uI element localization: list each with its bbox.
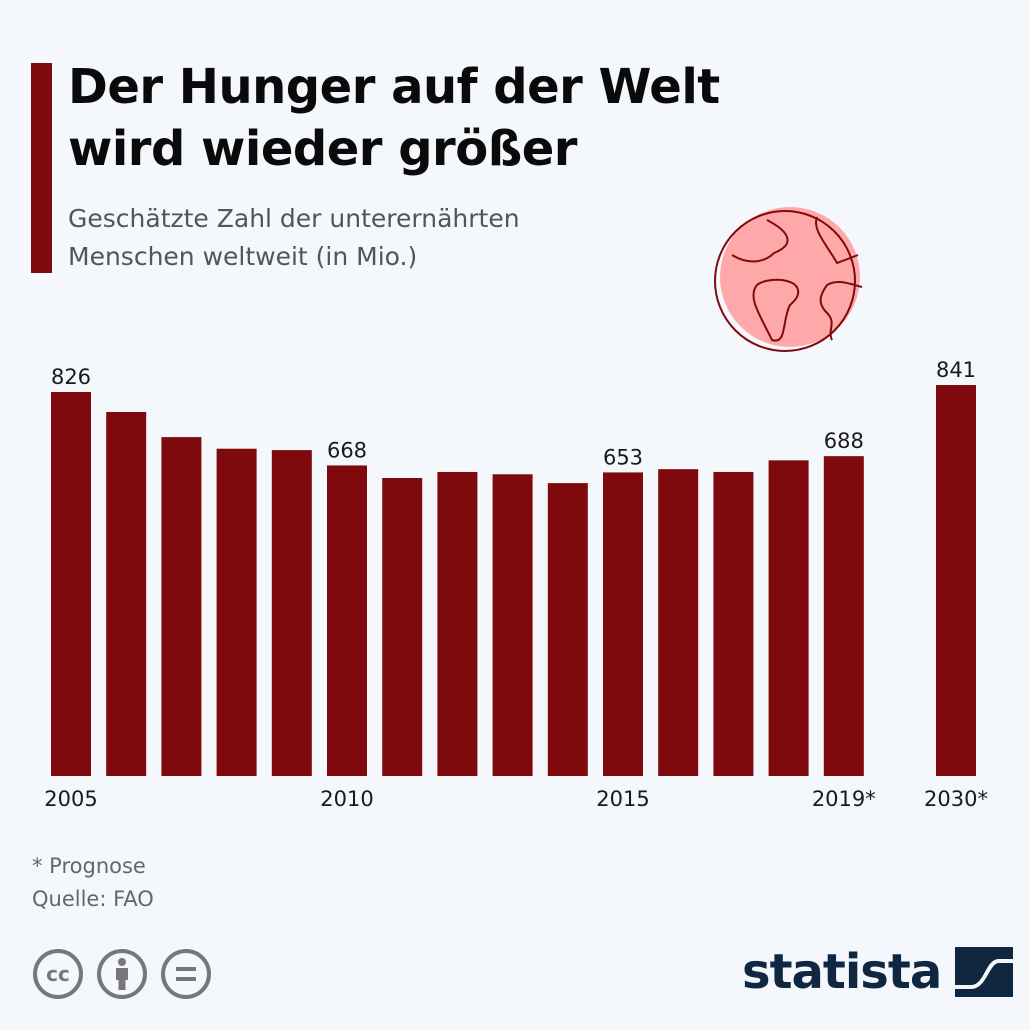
title-accent-bar	[31, 63, 52, 273]
subtitle-line-1: Geschätzte Zahl der unterernährten	[68, 204, 520, 233]
bar-2019	[823, 456, 864, 776]
statista-brand[interactable]: statista	[742, 942, 1014, 1002]
data-label: 688	[824, 429, 864, 453]
source-label: Quelle: FAO	[32, 887, 154, 911]
subtitle-line-2: Menschen weltweit (in Mio.)	[68, 242, 418, 271]
data-label: 826	[51, 365, 91, 389]
by-person-icon[interactable]	[96, 948, 148, 1000]
cc-icon[interactable]: cc	[32, 948, 84, 1000]
brand-name: statista	[742, 944, 942, 1000]
prognose-note: * Prognose	[32, 854, 146, 878]
bar-chart: 826 668 653 688 841 2005 2010 2015 2019* 2030*	[44, 358, 988, 811]
data-label: 668	[327, 438, 367, 462]
chart-title: Der Hunger auf der Welt wird wieder größ…	[68, 56, 720, 180]
statista-logo-icon	[955, 947, 1014, 997]
bar-2007	[161, 437, 202, 776]
footnote: * Prognose Quelle: FAO	[32, 850, 154, 916]
x-tick-label: 2005	[44, 787, 97, 811]
x-tick-label: 2019*	[812, 787, 876, 811]
bar-2009	[271, 450, 312, 776]
x-tick-label: 2030*	[924, 787, 988, 811]
bar-2012	[437, 471, 478, 776]
bar-2017	[713, 471, 754, 776]
chart-subtitle: Geschätzte Zahl der unterernährten Mensc…	[68, 200, 520, 276]
license-icons: cc	[32, 948, 212, 1000]
bar-2015	[603, 472, 643, 776]
data-label: 841	[936, 358, 976, 382]
bar-2014	[547, 483, 588, 776]
bar-2030	[936, 385, 976, 776]
x-tick-label: 2015	[596, 787, 649, 811]
globe-icon	[714, 207, 863, 352]
bar-2005	[51, 392, 91, 776]
bar-2013	[492, 474, 533, 776]
bar-2008	[216, 448, 257, 776]
nd-equals-icon[interactable]	[160, 948, 212, 1000]
title-line-2: wird wieder größer	[68, 121, 577, 177]
title-line-1: Der Hunger auf der Welt	[68, 59, 720, 115]
bar-2011	[382, 478, 423, 776]
x-tick-label: 2010	[320, 787, 373, 811]
data-label: 653	[603, 445, 643, 469]
bar-2016	[658, 469, 699, 776]
svg-text:cc: cc	[46, 962, 70, 986]
bar-2018	[768, 460, 809, 776]
bar-2010	[327, 465, 367, 776]
bar-2006	[106, 411, 147, 776]
